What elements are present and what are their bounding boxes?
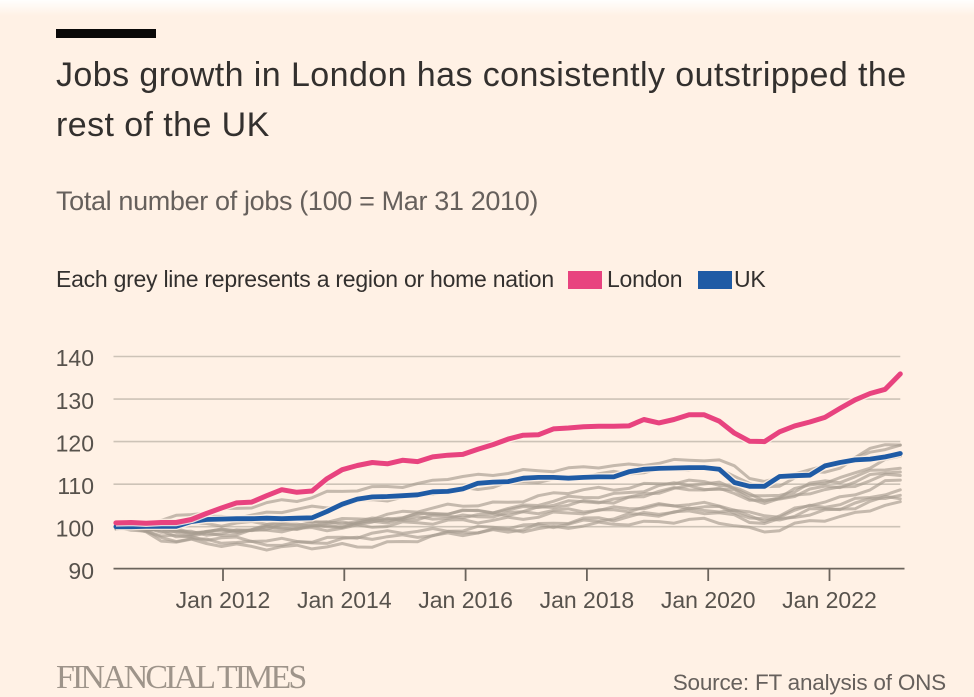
svg-text:Jan 2018: Jan 2018 xyxy=(540,587,635,613)
svg-text:90: 90 xyxy=(68,558,94,584)
svg-text:Jan 2014: Jan 2014 xyxy=(297,587,392,613)
svg-text:100: 100 xyxy=(56,515,94,541)
svg-text:130: 130 xyxy=(56,388,94,414)
svg-text:Jan 2016: Jan 2016 xyxy=(418,587,513,613)
svg-text:110: 110 xyxy=(57,473,94,499)
svg-text:120: 120 xyxy=(56,430,94,456)
svg-text:140: 140 xyxy=(56,345,94,371)
svg-text:Jan 2012: Jan 2012 xyxy=(176,587,271,613)
svg-text:Jan 2020: Jan 2020 xyxy=(661,587,756,613)
svg-text:Jan 2022: Jan 2022 xyxy=(782,587,877,613)
